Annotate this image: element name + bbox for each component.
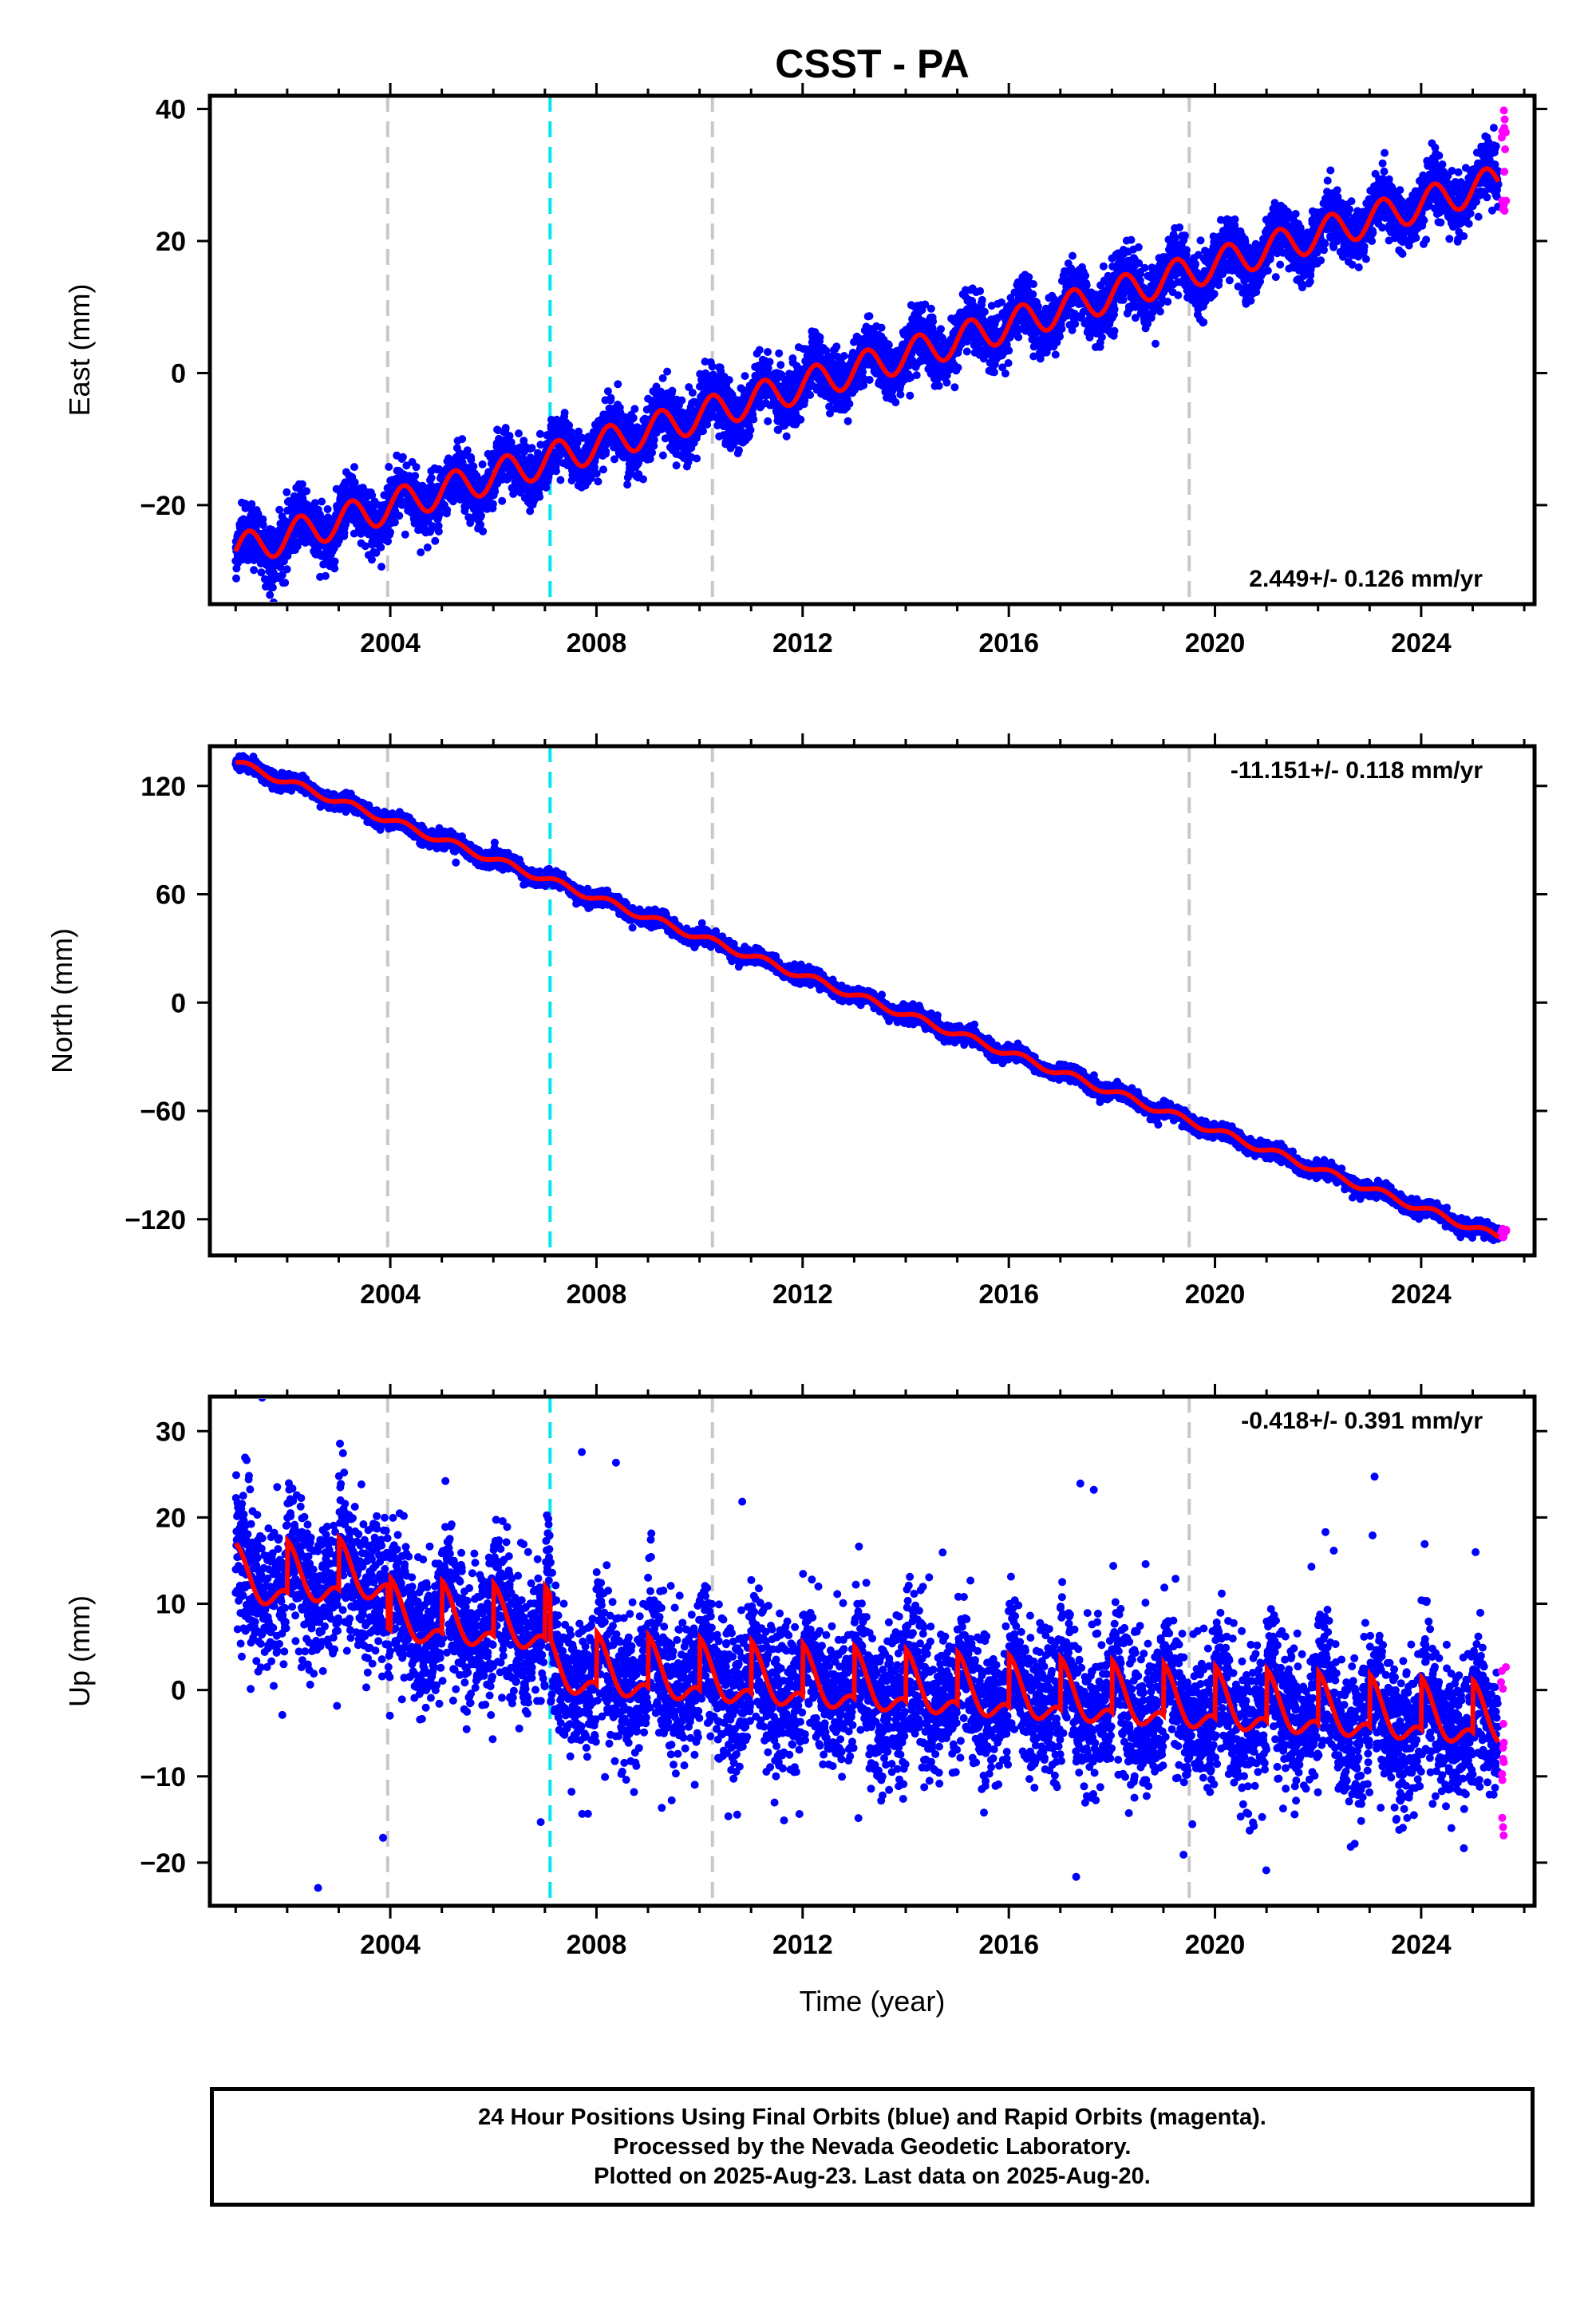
- y-tick-label: 0: [171, 988, 186, 1018]
- x-tick-label: 2020: [1185, 1279, 1246, 1310]
- x-tick-label: 2016: [978, 628, 1039, 658]
- y-tick-label: 20: [156, 1503, 186, 1533]
- y-tick-label: 20: [156, 227, 186, 257]
- y-axis-label: East (mm): [63, 284, 96, 417]
- rapid-orbit-point: [1500, 168, 1508, 176]
- y-tick-label: −60: [140, 1097, 186, 1127]
- x-axis-label: Time (year): [800, 1985, 946, 2018]
- east-panel: 2004 2008 2012 2016 2020 2024 40 20 0 −20 East (mm…: [63, 83, 1547, 658]
- x-tick-label: 2008: [567, 1930, 627, 1960]
- rapid-orbit-point: [1500, 1758, 1508, 1766]
- y-tick-label: −20: [140, 491, 186, 521]
- y-tick-label: 120: [140, 772, 186, 802]
- x-tick-label: 2016: [978, 1279, 1039, 1310]
- rapid-orbit-point: [1498, 1667, 1506, 1675]
- y-tick-label: −10: [140, 1762, 186, 1792]
- rapid-orbit-point: [1500, 128, 1508, 136]
- velocity-rate-label: -0.418+/- 0.391 mm/yr: [1241, 1408, 1483, 1434]
- east-final-orbit-markers: [231, 124, 1502, 615]
- x-tick-label: 2012: [772, 1279, 833, 1310]
- footer-line-3: Plotted on 2025-Aug-23. Last data on 202…: [594, 2162, 1151, 2192]
- x-tick-label: 2008: [567, 1279, 627, 1310]
- rapid-orbit-point: [1499, 1776, 1507, 1784]
- x-tick-label: 2012: [772, 1930, 833, 1960]
- up-final-orbit-points: [231, 1331, 1502, 2083]
- x-tick-label: 2004: [360, 1279, 421, 1310]
- rapid-orbit-point: [1500, 106, 1508, 114]
- y-tick-label: 0: [171, 358, 186, 389]
- footer-line-2: Processed by the Nevada Geodetic Laborat…: [614, 2132, 1132, 2162]
- rapid-orbit-point: [1500, 1739, 1508, 1747]
- footer-line-1: 24 Hour Positions Using Final Orbits (bl…: [478, 2103, 1266, 2132]
- x-tick-label: 2004: [360, 628, 421, 658]
- y-axis-label: North (mm): [45, 928, 78, 1073]
- x-tick-label: 2004: [360, 1930, 421, 1960]
- rapid-orbit-point: [1501, 145, 1509, 153]
- chart-title: CSST - PA: [775, 41, 970, 86]
- rapid-orbit-point: [1502, 197, 1510, 205]
- up-panel: 2004 2008 2012 2016 2020 2024 30 20 10 0 −10 −20 Up …: [63, 1331, 1547, 2083]
- y-tick-label: −120: [124, 1205, 186, 1235]
- x-tick-label: 2024: [1391, 628, 1452, 658]
- y-axis-label: Up (mm): [63, 1595, 96, 1707]
- velocity-rate-label: 2.449+/- 0.126 mm/yr: [1249, 566, 1483, 592]
- east-final-orbit-points: [231, 124, 1502, 615]
- y-tick-label: 10: [156, 1590, 186, 1620]
- footer-caption-box: 24 Hour Positions Using Final Orbits (bl…: [210, 2087, 1535, 2207]
- velocity-rate-label: -11.151+/- 0.118 mm/yr: [1231, 757, 1483, 784]
- y-tick-label: 0: [171, 1676, 186, 1706]
- x-tick-label: 2020: [1185, 1930, 1246, 1960]
- north-rapid-orbit-points: [1497, 1225, 1510, 1242]
- x-tick-label: 2024: [1391, 1279, 1452, 1310]
- y-tick-label: 30: [156, 1417, 186, 1447]
- x-tick-label: 2012: [772, 628, 833, 658]
- y-tick-label: 40: [156, 95, 186, 125]
- east-rapid-orbit-points: [1498, 106, 1510, 215]
- rapid-orbit-point: [1499, 1823, 1507, 1831]
- x-tick-label: 2020: [1185, 628, 1246, 658]
- rapid-orbit-point: [1497, 1678, 1505, 1686]
- rapid-orbit-point: [1499, 205, 1507, 213]
- up-final-orbit-markers: [231, 1331, 1502, 2083]
- north-panel: 2004 2008 2012 2016 2020 2024 120 60 0 −60 −120 Nor…: [45, 733, 1547, 1310]
- x-tick-label: 2016: [978, 1930, 1039, 1960]
- rapid-orbit-point: [1501, 116, 1509, 124]
- y-tick-label: −20: [140, 1848, 186, 1879]
- rapid-orbit-point: [1499, 1228, 1507, 1236]
- rapid-orbit-point: [1499, 1832, 1507, 1840]
- x-tick-label: 2024: [1391, 1930, 1452, 1960]
- rapid-orbit-point: [1498, 1814, 1506, 1822]
- y-tick-label: 60: [156, 880, 186, 911]
- rapid-orbit-point: [1499, 1720, 1507, 1728]
- x-tick-label: 2008: [567, 628, 627, 658]
